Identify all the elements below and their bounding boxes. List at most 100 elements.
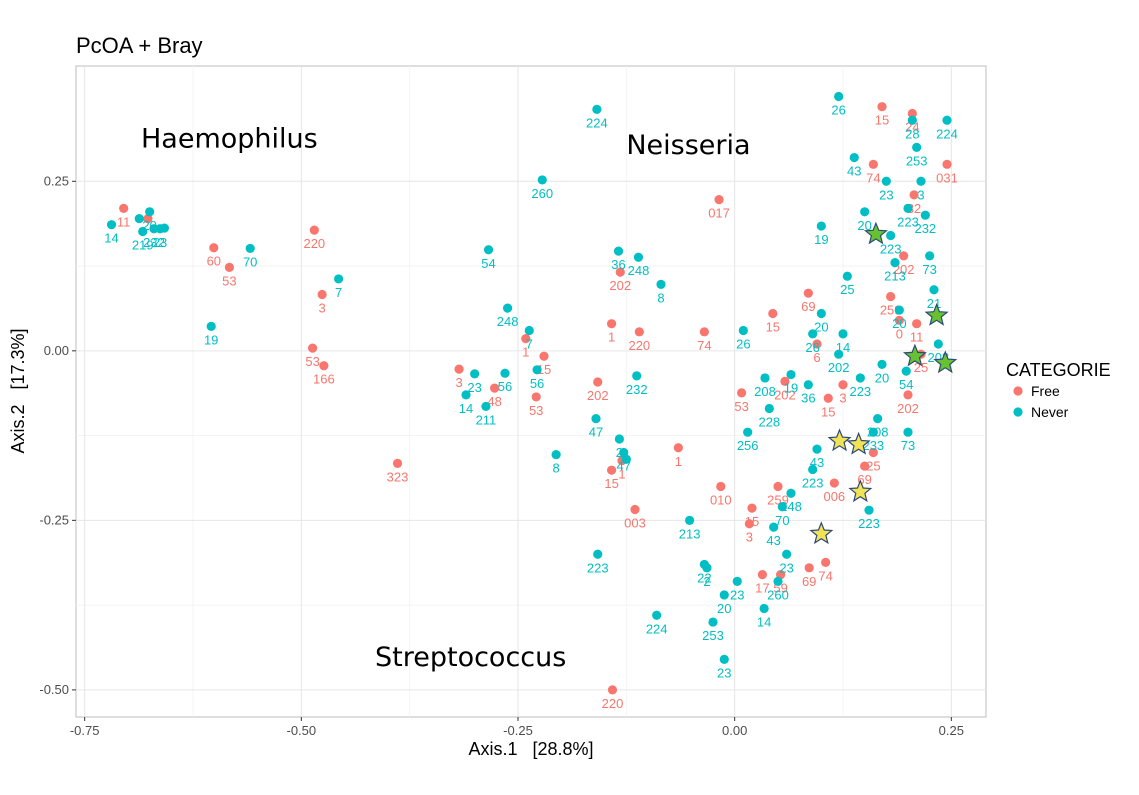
- point-label: 224: [586, 115, 608, 130]
- data-point-free: [309, 225, 319, 235]
- data-point-never: [732, 576, 742, 586]
- point-label: 202: [897, 401, 919, 416]
- point-label: 220: [303, 236, 325, 251]
- data-point-free: [607, 319, 617, 329]
- data-point-never: [920, 210, 930, 220]
- plot-panel: [75, 65, 987, 718]
- data-point-never: [842, 271, 852, 281]
- point-label: 006: [823, 489, 845, 504]
- data-point-free: [942, 159, 952, 169]
- data-point-free: [699, 327, 709, 337]
- data-point-never: [786, 369, 796, 380]
- data-point-free: [593, 377, 603, 387]
- annotation-neisseria: Neisseria: [626, 130, 750, 161]
- data-point-never: [877, 359, 887, 369]
- point-label: 73: [901, 438, 915, 453]
- legend-label-free: Free: [1031, 383, 1060, 399]
- data-point-never: [868, 427, 878, 437]
- point-label: 1: [608, 330, 615, 345]
- point-label: 202: [774, 387, 796, 402]
- point-label: 48: [487, 394, 501, 409]
- point-label: 15: [821, 404, 835, 419]
- data-point-never: [894, 305, 904, 315]
- data-point-free: [868, 447, 878, 458]
- point-label: 202: [587, 388, 609, 403]
- point-label: 20: [814, 320, 828, 335]
- point-label: 23: [153, 235, 167, 250]
- point-label: 25: [840, 282, 854, 297]
- point-label: 14: [104, 231, 118, 246]
- data-point-free: [392, 458, 403, 468]
- point-label: 69: [801, 299, 815, 314]
- data-point-free: [490, 383, 500, 393]
- data-point-free: [903, 390, 913, 400]
- data-point-never: [592, 104, 602, 114]
- data-point-never: [524, 325, 534, 336]
- data-point-free: [454, 364, 464, 374]
- data-point-free: [877, 102, 887, 112]
- y-tick-label: -0.50: [39, 682, 69, 697]
- point-label: 69: [802, 574, 816, 589]
- data-point-never: [890, 258, 900, 268]
- star-marker: [848, 479, 873, 503]
- data-point-never: [759, 603, 769, 614]
- data-point-never: [702, 563, 712, 573]
- point-label: 19: [784, 381, 798, 396]
- data-point-never: [903, 427, 913, 437]
- y-tick-label: 0.00: [44, 343, 69, 358]
- point-label: 7: [526, 336, 533, 351]
- data-point-never: [614, 434, 625, 444]
- point-label: 208: [867, 425, 889, 440]
- point-label: 15: [537, 362, 551, 377]
- point-label: 219: [132, 237, 154, 252]
- point-label: 166: [313, 372, 335, 387]
- point-label: 232: [626, 382, 648, 397]
- data-point-never: [551, 449, 561, 460]
- y-axis-title: Axis.2 [17.3%]: [8, 328, 28, 453]
- data-point-never: [760, 373, 770, 383]
- point-label: 25: [914, 360, 928, 375]
- legend-title: CATEGORIE: [1006, 360, 1111, 380]
- data-point-never: [773, 576, 783, 586]
- point-label: 53: [305, 354, 319, 369]
- data-point-free: [909, 190, 919, 200]
- point-label: 6: [813, 350, 820, 365]
- data-point-never: [903, 203, 913, 214]
- point-label: 26: [805, 340, 819, 355]
- point-label: 220: [628, 338, 650, 353]
- point-label: 11: [117, 214, 131, 229]
- point-label: 74: [697, 338, 711, 353]
- point-label: 47: [589, 425, 603, 440]
- data-point-free: [823, 393, 833, 403]
- data-point-free: [838, 380, 848, 390]
- point-label: 70: [775, 513, 789, 528]
- point-label: 14: [757, 615, 771, 630]
- data-point-free: [716, 481, 726, 492]
- data-point-free: [860, 461, 870, 471]
- point-label: 54: [481, 256, 495, 271]
- point-label: 8: [657, 290, 664, 305]
- point-label: 223: [897, 214, 919, 229]
- star-marker: [846, 431, 871, 455]
- point-label: 3: [455, 375, 462, 390]
- data-point-free: [744, 519, 755, 529]
- point-label: 20: [892, 316, 906, 331]
- data-point-free: [907, 108, 917, 119]
- point-label: 54: [899, 377, 913, 392]
- point-label: 11: [910, 330, 924, 345]
- data-point-free: [803, 288, 813, 298]
- point-label: 248: [628, 263, 650, 278]
- data-point-free: [308, 343, 318, 353]
- data-point-free: [804, 563, 814, 573]
- point-label: 1: [675, 454, 682, 469]
- point-label: 19: [814, 232, 828, 247]
- point-label: 3: [746, 530, 753, 545]
- data-point-never: [145, 207, 155, 217]
- data-point-never: [621, 454, 631, 464]
- data-point-never: [719, 590, 729, 600]
- data-point-free: [539, 351, 549, 361]
- point-label: 223: [858, 516, 880, 531]
- y-tick-label: -0.25: [39, 512, 69, 527]
- data-point-never: [786, 488, 796, 498]
